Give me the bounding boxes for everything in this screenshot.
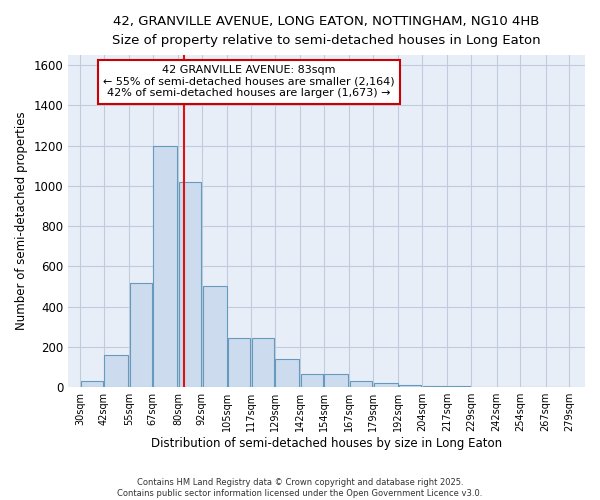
Title: 42, GRANVILLE AVENUE, LONG EATON, NOTTINGHAM, NG10 4HB
Size of property relative: 42, GRANVILLE AVENUE, LONG EATON, NOTTIN… <box>112 15 541 47</box>
Bar <box>130 282 152 387</box>
Bar <box>448 386 470 387</box>
Bar <box>104 355 128 387</box>
Bar <box>422 386 446 387</box>
Bar <box>81 381 103 387</box>
Bar <box>350 381 372 387</box>
Bar <box>374 383 398 387</box>
Y-axis label: Number of semi-detached properties: Number of semi-detached properties <box>15 112 28 330</box>
Bar <box>179 182 201 387</box>
X-axis label: Distribution of semi-detached houses by size in Long Eaton: Distribution of semi-detached houses by … <box>151 437 502 450</box>
Bar <box>399 385 421 387</box>
Text: 42 GRANVILLE AVENUE: 83sqm
← 55% of semi-detached houses are smaller (2,164)
42%: 42 GRANVILLE AVENUE: 83sqm ← 55% of semi… <box>103 65 395 98</box>
Text: Contains HM Land Registry data © Crown copyright and database right 2025.
Contai: Contains HM Land Registry data © Crown c… <box>118 478 482 498</box>
Bar <box>325 374 349 387</box>
Bar <box>252 338 274 387</box>
Bar <box>154 146 178 387</box>
Bar <box>275 359 299 387</box>
Bar <box>228 338 250 387</box>
Bar <box>301 374 323 387</box>
Bar <box>203 286 227 387</box>
